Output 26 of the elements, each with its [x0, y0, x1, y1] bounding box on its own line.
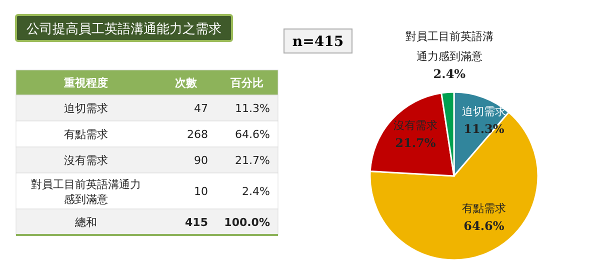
text: 415 — [185, 216, 208, 229]
text: n=415 — [292, 34, 344, 50]
data-label: 21.7% — [395, 136, 436, 150]
data-label: 64.6% — [464, 218, 505, 233]
data-label: 2.4% — [433, 67, 466, 81]
text: 次數 — [175, 76, 198, 90]
text: 11.3% — [235, 102, 270, 115]
text: 迫切需求 — [64, 102, 108, 115]
text: 21.7% — [235, 154, 270, 167]
text: 沒有需求 — [64, 154, 108, 167]
slice-label: 沒有需求 — [393, 118, 438, 132]
text: 重視程度 — [63, 76, 108, 90]
text: 64.6% — [235, 128, 270, 141]
text: 10 — [194, 185, 208, 198]
text: 100.0% — [224, 216, 270, 229]
text: 2.4% — [242, 185, 270, 198]
text: 百分比 — [230, 76, 264, 90]
text: 90 — [194, 154, 208, 167]
text: 有點需求 — [64, 128, 108, 141]
text: 公司提高員工英語溝通能力之需求 — [26, 21, 222, 37]
slice-label: 有點需求 — [462, 202, 506, 215]
text: 對員工目前英語溝通力感到滿意 — [31, 178, 141, 206]
text: 47 — [194, 102, 208, 115]
text: 268 — [187, 128, 208, 141]
text: 總和 — [74, 216, 97, 229]
slice-label: 對員工目前英語溝通力感到滿意 — [405, 30, 494, 63]
